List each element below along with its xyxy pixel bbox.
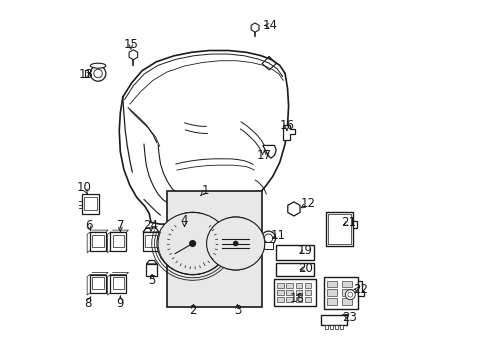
FancyBboxPatch shape [326, 298, 337, 305]
FancyBboxPatch shape [286, 290, 292, 294]
FancyBboxPatch shape [84, 197, 97, 210]
Circle shape [214, 222, 257, 265]
FancyBboxPatch shape [264, 242, 272, 249]
Text: 22: 22 [352, 283, 367, 296]
Text: 16: 16 [279, 119, 294, 132]
Ellipse shape [90, 63, 105, 68]
FancyBboxPatch shape [112, 277, 124, 289]
Circle shape [252, 26, 257, 30]
FancyBboxPatch shape [90, 275, 105, 293]
FancyBboxPatch shape [90, 232, 105, 251]
FancyBboxPatch shape [142, 232, 159, 251]
FancyBboxPatch shape [321, 315, 346, 325]
FancyBboxPatch shape [339, 325, 342, 329]
FancyBboxPatch shape [324, 325, 327, 329]
Text: 2: 2 [189, 304, 197, 317]
FancyBboxPatch shape [274, 279, 315, 306]
FancyBboxPatch shape [286, 283, 292, 288]
Text: 21: 21 [340, 216, 355, 229]
Text: 14: 14 [262, 19, 277, 32]
FancyBboxPatch shape [82, 194, 99, 213]
FancyBboxPatch shape [277, 297, 283, 302]
Circle shape [232, 241, 238, 246]
FancyBboxPatch shape [295, 290, 302, 294]
Circle shape [264, 234, 272, 242]
FancyBboxPatch shape [295, 297, 302, 302]
Circle shape [90, 66, 105, 81]
FancyBboxPatch shape [341, 289, 351, 296]
Text: 18: 18 [289, 292, 304, 305]
FancyBboxPatch shape [323, 277, 358, 310]
Circle shape [209, 217, 262, 270]
Text: 10: 10 [77, 181, 91, 194]
FancyBboxPatch shape [326, 289, 337, 296]
Text: 17: 17 [256, 149, 271, 162]
FancyBboxPatch shape [341, 298, 351, 305]
Text: 19: 19 [297, 244, 312, 257]
FancyBboxPatch shape [110, 275, 126, 293]
FancyBboxPatch shape [145, 235, 156, 247]
Polygon shape [287, 202, 300, 216]
Text: 13: 13 [78, 68, 93, 81]
FancyBboxPatch shape [146, 264, 157, 276]
Text: 1: 1 [202, 184, 209, 197]
FancyBboxPatch shape [84, 70, 88, 77]
Circle shape [347, 292, 352, 297]
FancyBboxPatch shape [326, 280, 337, 287]
Text: 24: 24 [143, 219, 158, 231]
Text: 3: 3 [233, 304, 241, 317]
FancyBboxPatch shape [295, 283, 302, 288]
FancyBboxPatch shape [329, 325, 332, 329]
FancyBboxPatch shape [92, 277, 103, 289]
Polygon shape [352, 221, 356, 228]
FancyBboxPatch shape [334, 325, 337, 329]
Text: 7: 7 [116, 219, 124, 232]
Text: 8: 8 [83, 297, 91, 310]
FancyBboxPatch shape [304, 297, 310, 302]
Ellipse shape [157, 212, 228, 275]
Polygon shape [142, 228, 159, 232]
Text: 6: 6 [84, 219, 92, 232]
Polygon shape [282, 125, 294, 140]
Circle shape [189, 240, 196, 247]
FancyBboxPatch shape [277, 283, 283, 288]
Polygon shape [129, 50, 137, 60]
Circle shape [161, 212, 223, 275]
Circle shape [94, 69, 102, 78]
FancyBboxPatch shape [304, 283, 310, 288]
Circle shape [131, 52, 136, 57]
Polygon shape [358, 280, 364, 296]
FancyBboxPatch shape [277, 290, 283, 294]
FancyBboxPatch shape [110, 232, 126, 251]
FancyBboxPatch shape [304, 290, 310, 294]
FancyBboxPatch shape [166, 190, 262, 307]
Text: 11: 11 [270, 229, 285, 242]
Text: 9: 9 [116, 297, 124, 310]
Text: 5: 5 [148, 274, 156, 287]
Circle shape [261, 231, 275, 245]
Circle shape [345, 290, 355, 300]
FancyBboxPatch shape [341, 280, 351, 287]
FancyBboxPatch shape [286, 297, 292, 302]
Circle shape [289, 205, 297, 213]
Text: 4: 4 [181, 214, 188, 227]
Circle shape [161, 212, 223, 275]
Text: 23: 23 [342, 311, 356, 324]
Polygon shape [176, 226, 186, 231]
FancyBboxPatch shape [112, 235, 124, 247]
Ellipse shape [206, 217, 264, 270]
Polygon shape [251, 23, 259, 32]
FancyBboxPatch shape [327, 214, 350, 244]
Text: 12: 12 [300, 198, 315, 211]
Circle shape [167, 218, 218, 269]
FancyBboxPatch shape [325, 212, 352, 246]
FancyBboxPatch shape [276, 263, 314, 276]
Text: 15: 15 [123, 38, 138, 51]
Polygon shape [263, 145, 276, 158]
FancyBboxPatch shape [92, 235, 103, 247]
Polygon shape [177, 222, 185, 231]
Polygon shape [146, 260, 157, 264]
Text: 20: 20 [297, 262, 312, 275]
FancyBboxPatch shape [276, 245, 314, 260]
